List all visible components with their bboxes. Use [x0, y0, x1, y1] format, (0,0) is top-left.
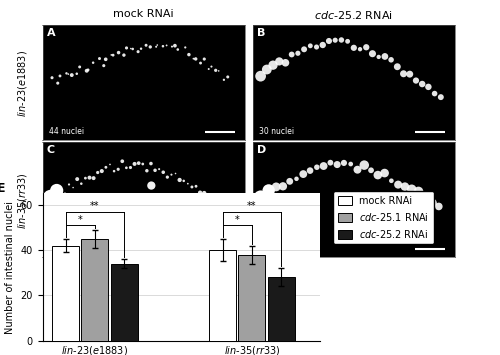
Text: 44 nuclei: 44 nuclei: [48, 244, 84, 253]
Text: A: A: [46, 28, 55, 38]
Text: $\it{lin}$-$\it{35(rr33)}$: $\it{lin}$-$\it{35(rr33)}$: [16, 172, 29, 229]
Text: $\it{lin}$-$\it{23(e1883)}$: $\it{lin}$-$\it{23(e1883)}$: [16, 50, 29, 117]
Text: 44 nuclei: 44 nuclei: [48, 127, 84, 136]
Text: mock RNAi: mock RNAi: [113, 9, 174, 19]
Text: 27 nuclei: 27 nuclei: [258, 244, 294, 253]
Bar: [209, 250, 236, 341]
Text: B: B: [256, 28, 265, 38]
Y-axis label: Number of intestinal nuclei: Number of intestinal nuclei: [5, 201, 15, 334]
Bar: [82, 239, 108, 341]
Legend: mock RNAi, $\it{cdc}$-25.1 RNAi, $\it{cdc}$-25.2 RNAi: mock RNAi, $\it{cdc}$-25.1 RNAi, $\it{cd…: [333, 191, 434, 244]
Text: 30 nuclei: 30 nuclei: [258, 127, 294, 136]
Bar: [268, 277, 294, 341]
Bar: [238, 255, 266, 341]
Text: *: *: [235, 214, 240, 224]
Text: E: E: [0, 182, 5, 195]
Bar: [52, 246, 79, 341]
Text: *: *: [78, 214, 82, 224]
Text: **: **: [90, 201, 100, 211]
Text: $\it{cdc}$-25.2 RNAi: $\it{cdc}$-25.2 RNAi: [314, 9, 393, 21]
Text: C: C: [46, 146, 54, 155]
Text: D: D: [256, 146, 266, 155]
Text: **: **: [247, 201, 256, 211]
Bar: [110, 264, 138, 341]
